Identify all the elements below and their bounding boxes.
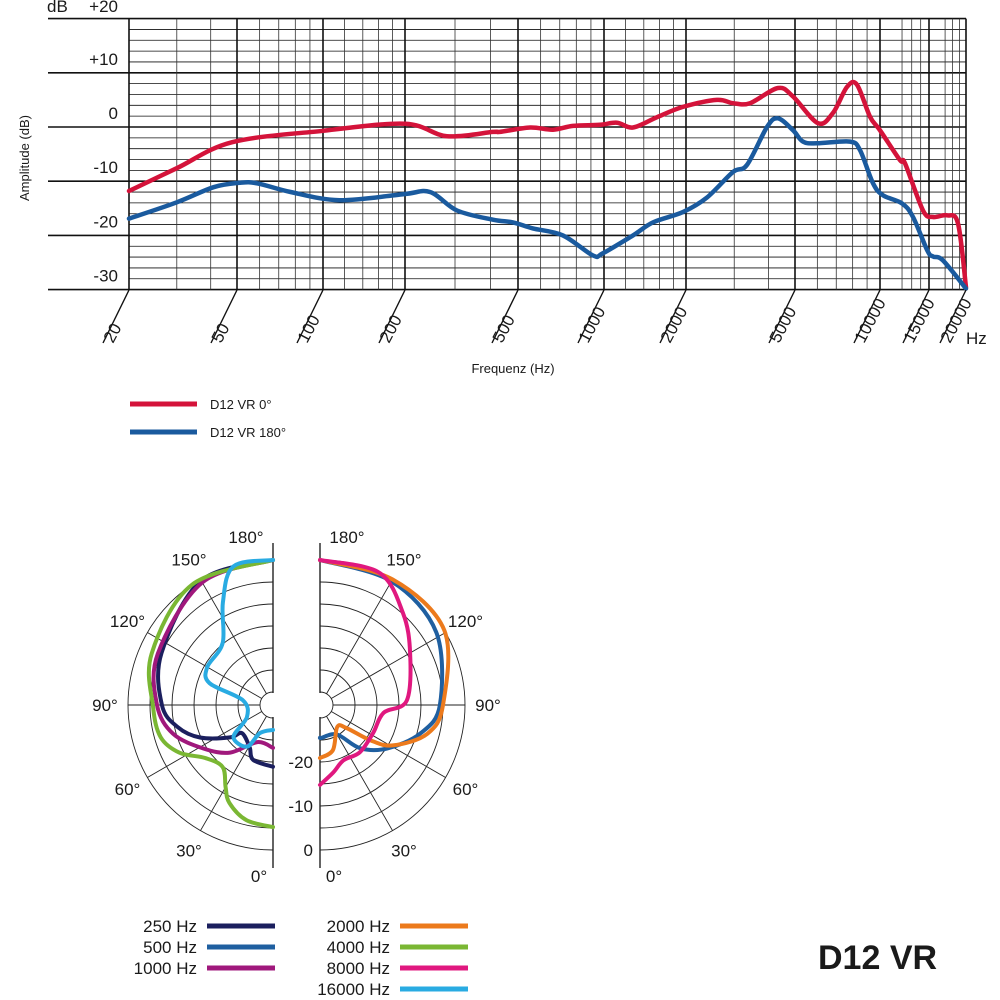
- polar-angle-label: 30°: [391, 841, 417, 860]
- polar-legend-label: 1000 Hz: [134, 959, 197, 978]
- legend-label: D12 VR 0°: [210, 397, 272, 412]
- polar-legend-label: 16000 Hz: [317, 980, 390, 999]
- x-tick-mark: [659, 289, 687, 344]
- x-tick-mark: [768, 289, 796, 344]
- polar-angle-label: 90°: [475, 696, 501, 715]
- polar-curve-8000hz: [318, 558, 413, 787]
- polar-angle-label: 150°: [171, 551, 206, 570]
- legend-label: D12 VR 180°: [210, 425, 286, 440]
- polar-radial-label: -20: [288, 753, 313, 772]
- y-tick-label: -10: [93, 158, 118, 177]
- polar-radial-label: 0: [304, 841, 313, 860]
- polar-angle-label: 0°: [251, 867, 267, 886]
- x-tick-label: 10000: [851, 295, 890, 346]
- polar-angle-label: 150°: [386, 551, 421, 570]
- x-tick-mark: [210, 289, 238, 344]
- x-axis-title: Frequenz (Hz): [471, 361, 554, 376]
- polar-angle-label: 60°: [453, 780, 479, 799]
- x-tick-mark: [853, 289, 881, 344]
- polar-curve-2000hz: [318, 558, 451, 760]
- y-unit-label: dB: [47, 0, 68, 16]
- polar-angle-label: 180°: [228, 528, 263, 547]
- polar-angle-label: 120°: [110, 612, 145, 631]
- x-tick-label: 15000: [900, 295, 939, 346]
- y-tick-label: +20: [89, 0, 118, 16]
- polar-radial-label: -10: [288, 797, 313, 816]
- polar-legend: 250 Hz 500 Hz 1000 Hz 2000 Hz 4000 Hz 8000 Hz…: [134, 917, 468, 999]
- polar-legend-label: 8000 Hz: [327, 959, 390, 978]
- x-unit-label: Hz: [966, 329, 987, 348]
- polar-angle-label: 90°: [92, 696, 118, 715]
- x-tick-label: 2000: [657, 304, 692, 346]
- polar-spoke: [200, 579, 267, 694]
- polar-angle-label: 180°: [329, 528, 364, 547]
- x-tick-mark: [902, 289, 930, 344]
- x-tick-label: 1000: [575, 304, 610, 346]
- y-tick-label: +10: [89, 50, 118, 69]
- polar-spoke: [326, 579, 393, 694]
- polar-spoke: [331, 632, 446, 699]
- frequency-response-grid: [48, 17, 967, 291]
- model-name: D12 VR: [818, 939, 937, 977]
- x-tick-mark: [577, 289, 605, 344]
- series-line-d12-vr-0deg: [126, 79, 969, 290]
- y-tick-label: -20: [93, 212, 118, 231]
- polar-legend-label: 4000 Hz: [327, 938, 390, 957]
- frequency-response-legend: D12 VR 0° D12 VR 180°: [130, 397, 286, 440]
- x-tick-mark: [296, 289, 324, 344]
- polar-angle-label: 30°: [176, 841, 202, 860]
- y-tick-label: 0: [109, 104, 118, 123]
- x-tick-mark: [491, 289, 519, 344]
- polar-ring: [259, 691, 274, 719]
- polar-legend-label: 250 Hz: [143, 917, 197, 936]
- x-tick-mark: [102, 289, 130, 344]
- y-axis-title: Amplitude (dB): [17, 115, 32, 201]
- polar-angle-label: 0°: [326, 867, 342, 886]
- x-tick-mark: [378, 289, 406, 344]
- x-tick-mark: [939, 289, 967, 344]
- polar-angle-label: 60°: [115, 780, 141, 799]
- polar-ring: [319, 691, 334, 719]
- frequency-response-curves: [126, 79, 969, 291]
- polar-curve-16000hz: [203, 558, 275, 749]
- series-line-d12-vr-180deg: [126, 115, 969, 291]
- y-tick-label: -30: [93, 267, 118, 286]
- polar-legend-label: 2000 Hz: [327, 917, 390, 936]
- polar-angle-label: 120°: [448, 612, 483, 631]
- x-tick-label: 5000: [766, 304, 801, 346]
- polar-pattern: 180° 150° 120° 90° 60° 30° 0° 180° 150° 120° 90° 60…: [92, 528, 501, 886]
- polar-curve-4000hz: [146, 558, 275, 830]
- polar-legend-label: 500 Hz: [143, 938, 197, 957]
